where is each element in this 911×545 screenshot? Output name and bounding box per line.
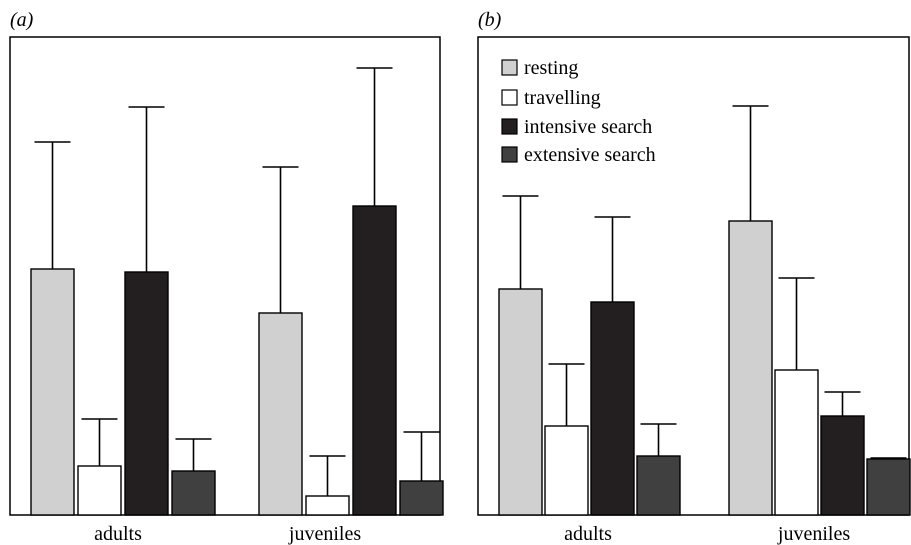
errorbar-adults-extensive-search: [640, 423, 677, 456]
legend-swatch-extensive-search: [501, 146, 518, 163]
errorbar-adults-resting: [502, 195, 539, 289]
bar-juveniles-resting: [728, 220, 773, 516]
legend-label-extensive-search: extensive search: [524, 144, 656, 166]
bar-adults-resting: [498, 288, 543, 516]
bar-adults-resting: [30, 268, 75, 516]
errorbar-adults-travelling: [81, 418, 118, 466]
legend-label-resting: resting: [524, 57, 578, 79]
errorbar-juveniles-resting: [262, 166, 299, 313]
panel-a-label: (a): [10, 9, 34, 31]
errorbar-adults-intensive-search: [594, 216, 631, 302]
panel-a-frame: [9, 36, 441, 516]
panel-b: (b) adults juveniles resting travelling …: [477, 9, 911, 545]
panel-a-category-juveniles: juveniles: [288, 523, 361, 545]
panel-a-bars: [30, 67, 444, 516]
errorbar-adults-intensive-search: [128, 106, 165, 272]
panel-b-frame: [477, 36, 910, 516]
bar-juveniles-travelling: [774, 369, 819, 516]
errorbar-juveniles-travelling: [309, 455, 346, 496]
panel-a: (a) adults juveniles: [9, 9, 444, 545]
legend-label-travelling: travelling: [524, 87, 601, 109]
bar-juveniles-resting: [258, 312, 303, 516]
legend-swatch-travelling: [501, 89, 518, 106]
legend-swatch-intensive-search: [501, 118, 518, 135]
errorbar-juveniles-resting: [732, 105, 769, 221]
bar-adults-travelling: [544, 425, 589, 516]
legend-swatch-resting: [501, 59, 518, 76]
panel-b-category-adults: adults: [564, 523, 612, 545]
legend-label-intensive-search: intensive search: [524, 116, 652, 138]
bar-juveniles-travelling: [305, 495, 350, 516]
errorbar-adults-travelling: [548, 363, 585, 426]
errorbar-adults-extensive-search: [175, 438, 212, 471]
panel-b-label: (b): [478, 9, 502, 31]
bar-juveniles-intensive-search: [820, 415, 865, 516]
bar-juveniles-extensive-search: [399, 480, 444, 516]
bar-adults-intensive-search: [124, 271, 169, 516]
bar-adults-extensive-search: [636, 455, 681, 516]
panel-b-bars: [498, 105, 911, 516]
errorbar-adults-resting: [34, 141, 71, 269]
bar-adults-intensive-search: [590, 301, 635, 516]
errorbar-juveniles-travelling: [778, 277, 815, 370]
panel-b-category-juveniles: juveniles: [777, 523, 850, 545]
bar-juveniles-extensive-search: [866, 458, 911, 516]
panel-a-category-adults: adults: [94, 523, 142, 545]
bar-juveniles-intensive-search: [352, 205, 397, 516]
errorbar-juveniles-intensive-search: [824, 391, 861, 416]
bar-adults-extensive-search: [171, 470, 216, 516]
errorbar-juveniles-extensive-search: [403, 431, 440, 481]
errorbar-juveniles-intensive-search: [356, 67, 393, 206]
bar-adults-travelling: [77, 465, 122, 516]
legend: resting travelling intensive search exte…: [501, 57, 656, 166]
